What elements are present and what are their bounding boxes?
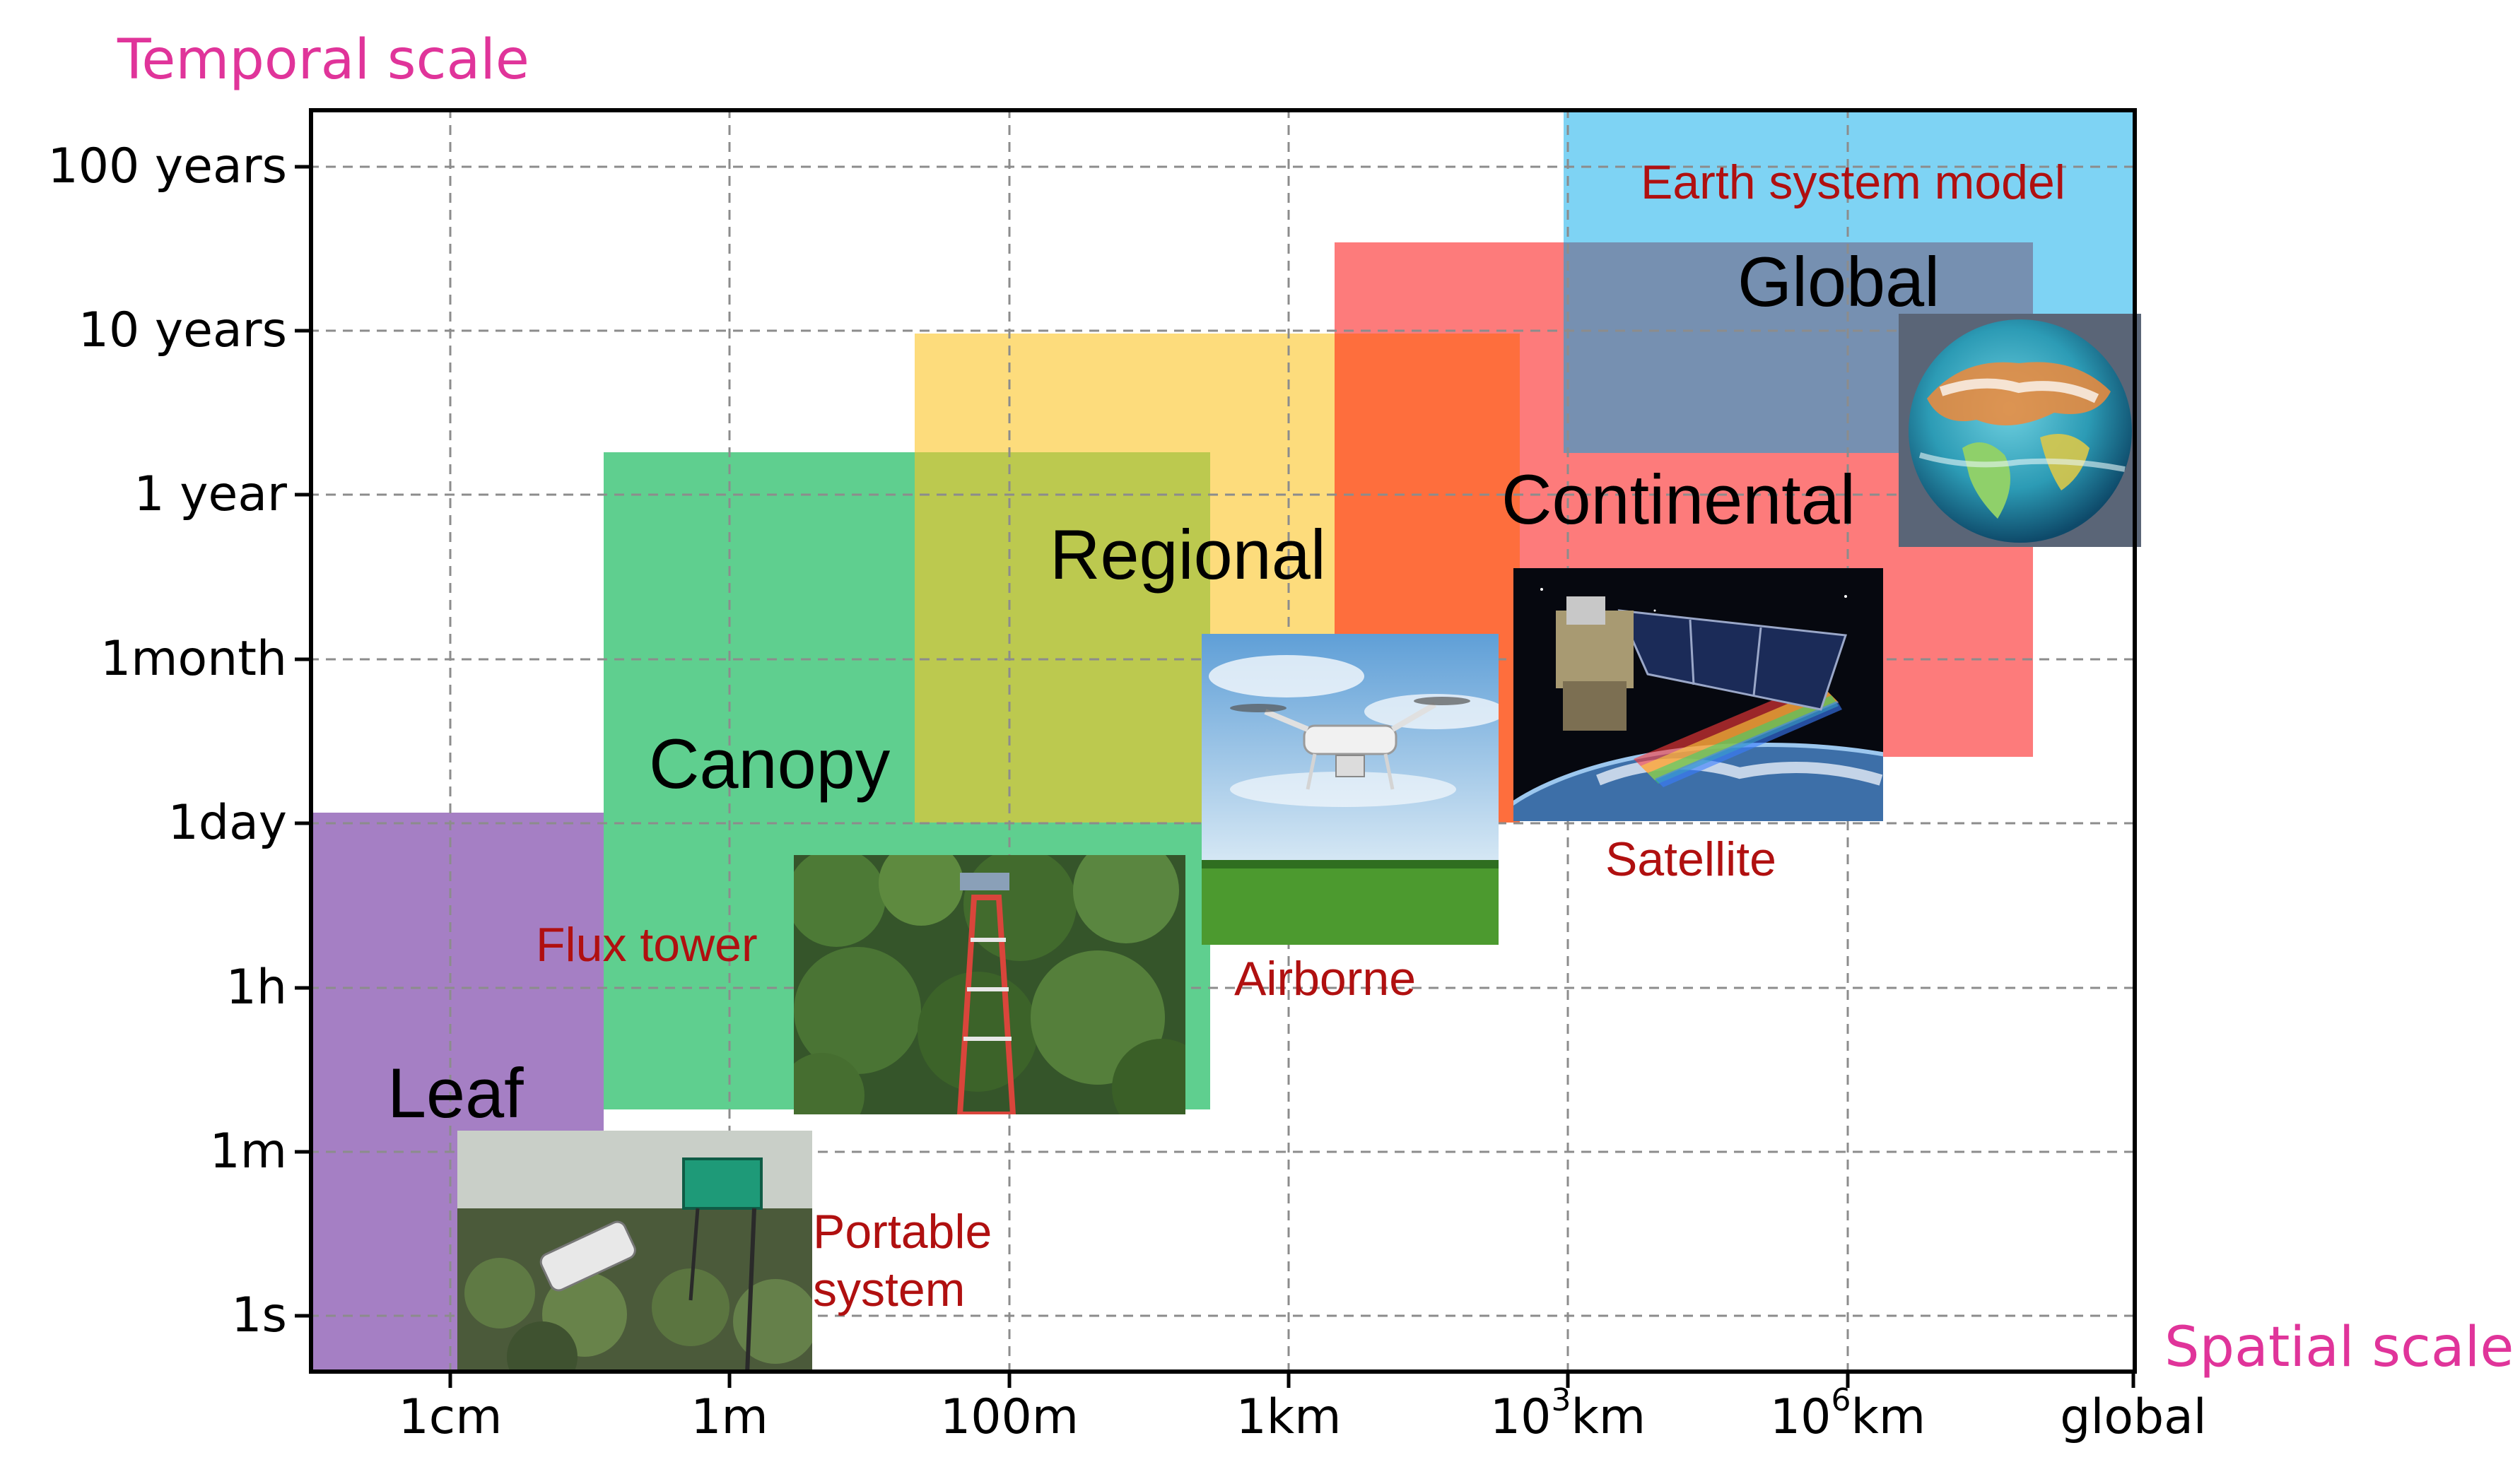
x-tick-10-6-km-base: 10 (1769, 1389, 1832, 1445)
canopy-label: Canopy (649, 724, 891, 803)
flux-tower-label: Flux tower (536, 918, 758, 972)
x-tick-100m: 100m (939, 1389, 1079, 1445)
continental-label: Continental (1501, 460, 1856, 538)
airborne-label: Airborne (1234, 952, 1417, 1006)
x-tick-10-6-km-exp: 6 (1831, 1382, 1851, 1418)
flux-tower-image (794, 855, 1185, 1114)
y-tick-1s: 1s (231, 1288, 287, 1343)
y-tick-1day: 1day (168, 795, 287, 851)
airborne-drone-image (1202, 634, 1499, 945)
regional-canopy-overlap (915, 452, 1210, 823)
x-tick-1cm: 1cm (398, 1389, 503, 1445)
satellite-image (1513, 568, 1883, 821)
x-tick-10-3-km-base: 10 (1489, 1389, 1552, 1445)
y-tick-100-years: 100 years (47, 139, 287, 194)
satellite-label: Satellite (1605, 832, 1776, 886)
x-tick-10-6-km: 106km (1699, 1385, 1996, 1442)
regional-label: Regional (1050, 515, 1326, 594)
x-tick-1km: 1km (1236, 1389, 1342, 1445)
y-tick-10-years: 10 years (78, 302, 287, 358)
globe-image (1899, 314, 2141, 547)
y-tick-1-year: 1 year (134, 466, 287, 522)
portable-line-2: system (813, 1262, 966, 1316)
portable-system-label: Portable system (813, 1203, 992, 1319)
temporal-scale-title: Temporal scale (117, 28, 529, 92)
x-tick-10-3-km-unit: km (1571, 1389, 1646, 1445)
x-tick-10-3-km-exp: 3 (1551, 1382, 1571, 1418)
spatial-scale-title: Spatial scale (2164, 1316, 2514, 1379)
y-tick-1month: 1month (100, 631, 287, 687)
x-tick-1m: 1m (691, 1389, 768, 1445)
y-tick-1h: 1h (225, 960, 287, 1015)
portable-line-1: Portable (813, 1205, 992, 1259)
portable-system-image (457, 1131, 812, 1374)
x-tick-global: global (2060, 1389, 2207, 1445)
x-tick-10-3-km: 103km (1419, 1385, 1716, 1442)
earth-system-model-label: Earth system model (1641, 155, 2065, 209)
y-tick-1m: 1m (209, 1124, 287, 1179)
global-label: Global (1737, 242, 1940, 321)
x-tick-10-6-km-unit: km (1851, 1389, 1926, 1445)
plot-frame (309, 108, 2137, 1374)
leaf-label: Leaf (387, 1054, 524, 1132)
